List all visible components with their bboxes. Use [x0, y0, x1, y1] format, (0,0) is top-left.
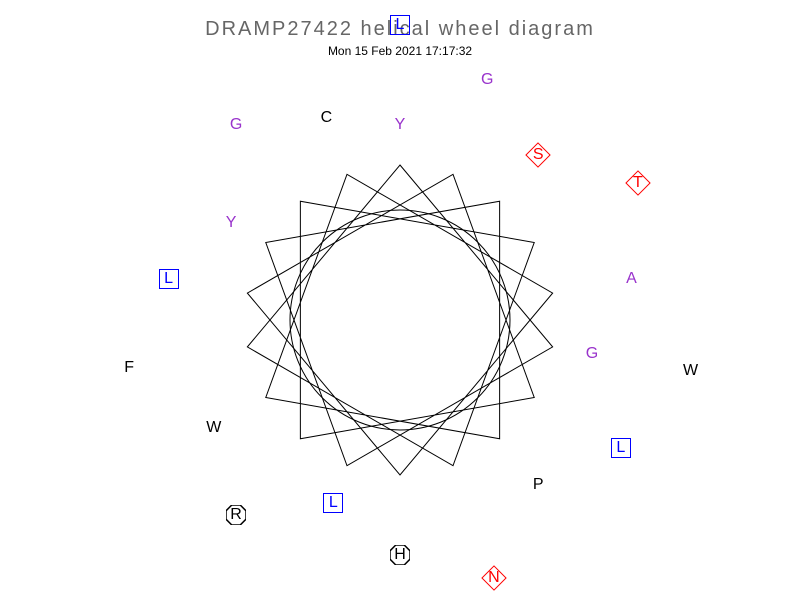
residue-13: R	[226, 505, 246, 525]
residue-14: G	[230, 117, 242, 133]
residue-18: L	[390, 15, 410, 35]
residue-5: P	[533, 477, 544, 493]
residue-12: L	[611, 438, 631, 458]
residue-4: S	[529, 146, 547, 164]
residue-3: Y	[226, 215, 237, 231]
residue-0: Y	[395, 117, 406, 133]
residue-2: L	[323, 493, 343, 513]
residue-1: G	[586, 346, 598, 362]
residue-9: H	[390, 545, 410, 565]
residue-10: L	[159, 269, 179, 289]
residue-11: G	[481, 72, 493, 88]
residue-6: W	[206, 420, 221, 436]
residue-19: W	[683, 363, 698, 379]
residue-15: T	[629, 174, 647, 192]
residue-17: F	[124, 360, 134, 376]
residue-8: A	[626, 271, 637, 287]
helical-wheel-svg	[0, 0, 800, 600]
residue-16: N	[485, 569, 503, 587]
residue-7: C	[321, 110, 333, 126]
